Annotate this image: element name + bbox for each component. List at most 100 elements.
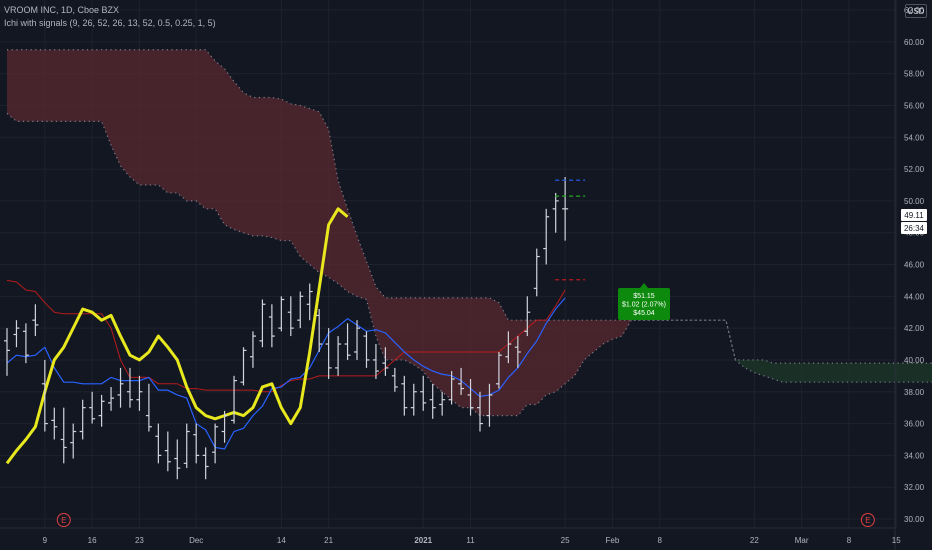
conversion-line (6, 297, 566, 450)
x-tick-label: 25 (561, 536, 570, 545)
lagging-span (5, 207, 349, 465)
ohlc-bar (174, 439, 181, 480)
ohlc-bar (514, 336, 521, 368)
y-tick-label: 58.00 (904, 70, 925, 79)
countdown-text: 26:34 (904, 224, 925, 233)
ohlc-bar (372, 344, 379, 380)
ohlc-bar (259, 299, 266, 348)
time-axis[interactable]: 9 16 23 Dec 14 21 2021 11 25 Feb 8 22 Mar 8 15 (43, 536, 902, 545)
ohlc-bar (533, 248, 540, 297)
ohlc-bar (70, 423, 77, 459)
x-tick-label: Dec (189, 536, 203, 545)
y-tick-label: 36.00 (904, 420, 925, 429)
ohlc-bar (89, 391, 96, 424)
ohlc-bar (458, 367, 465, 395)
ohlc-bar (278, 296, 285, 332)
y-tick-label: 44.00 (904, 292, 925, 301)
price-label-box (901, 209, 927, 222)
price-label-text: 49.11 (904, 211, 924, 220)
ohlc-bar (486, 383, 493, 427)
ohlc-bar (221, 410, 228, 443)
bullish-cloud (735, 359, 932, 383)
y-tick-label: 40.00 (904, 356, 925, 365)
ohlc-bar (410, 383, 417, 416)
ohlc-bar (231, 375, 238, 424)
x-tick-label: 14 (277, 536, 286, 545)
ohlc-bar (108, 386, 115, 411)
ohlc-bar (448, 371, 455, 405)
x-tick-label: 15 (892, 536, 901, 545)
ohlc-bar (524, 296, 531, 337)
ohlc-bar (193, 423, 200, 464)
ohlc-bar (505, 331, 512, 364)
y-tick-label: 50.00 (904, 197, 925, 206)
ohlc-bar (13, 320, 20, 348)
ohlc-bar (467, 379, 474, 416)
x-tick-label: 21 (324, 536, 333, 545)
ohlc-bar (382, 347, 389, 376)
ohlc-bar (429, 383, 436, 419)
earnings-label: E (865, 516, 870, 525)
earnings-circle (56, 513, 71, 527)
x-tick-label: 9 (43, 536, 48, 545)
ohlc-bar (98, 394, 105, 427)
ohlc-bar (562, 177, 569, 241)
y-tick-label: 52.00 (904, 165, 925, 174)
ohlc-bar (344, 323, 351, 360)
ohlc-bar (240, 347, 247, 386)
ohlc-bar (477, 391, 483, 432)
ohlc-bar (202, 447, 209, 480)
ohlc-bar (552, 192, 559, 233)
y-tick-label: 54.00 (904, 133, 925, 142)
ohlc-bar (60, 407, 67, 464)
overlay: $51.15 $1.02 (2.07%)$45.04 49.11 26:34 E E (56, 209, 927, 527)
price-bars (4, 177, 569, 480)
x-tick-label: Mar (795, 536, 809, 545)
senkou-span-a (7, 49, 932, 364)
ohlc-bar (495, 351, 502, 389)
signal-tooltip: $51.15 $1.02 (2.07%)$45.04 (618, 283, 670, 320)
ohlc-bar (41, 359, 48, 432)
tooltip-pointer (640, 283, 648, 288)
tooltip-box (618, 288, 670, 320)
signal-levels (555, 179, 586, 281)
y-tick-label: 62.00 (904, 6, 925, 15)
ohlc-bar (164, 431, 171, 472)
x-tick-label: 8 (847, 536, 852, 545)
earnings-label: E (61, 516, 66, 525)
countdown-box (901, 222, 927, 235)
ohlc-bar (22, 323, 29, 364)
ohlc-bar (401, 375, 408, 416)
x-tick-label: 8 (658, 536, 663, 545)
ohlc-bar (79, 399, 86, 440)
ohlc-bar (183, 423, 190, 469)
ohlc-bar (51, 407, 58, 440)
y-tick-label: 42.00 (904, 324, 925, 333)
ohlc-bar (155, 423, 162, 464)
ohlc-bar (297, 291, 304, 329)
ohlc-bar (306, 283, 313, 321)
earnings-marker: E (56, 513, 71, 527)
ohlc-bar (391, 367, 398, 392)
x-tick-label: 23 (135, 536, 144, 545)
y-tick-label: 46.00 (904, 261, 925, 270)
y-tick-label: 38.00 (904, 388, 925, 397)
ohlc-bar (136, 375, 143, 411)
ohlc-bar (325, 328, 332, 380)
ohlc-bar (335, 336, 342, 376)
ohlc-bar (543, 208, 550, 265)
ohlc-bar (145, 383, 152, 432)
ichimoku-lines (5, 207, 566, 465)
ohlc-bar (32, 304, 39, 337)
tooltip-line: $51.15 (633, 293, 655, 300)
ohlc-bar (268, 304, 275, 348)
x-tick-label: 2021 (414, 536, 432, 545)
bearish-cloud (7, 49, 736, 416)
ohlc-bar (354, 320, 361, 360)
ohlc-bar (117, 367, 124, 408)
currency-button[interactable]: USD (905, 4, 927, 18)
y-tick-label: 32.00 (904, 483, 925, 492)
symbol-title[interactable]: VROOM INC, 1D, Cboe BZX (4, 5, 120, 15)
indicator-label[interactable]: Ichi with signals (9, 26, 52, 26, 13, 52… (4, 18, 216, 28)
